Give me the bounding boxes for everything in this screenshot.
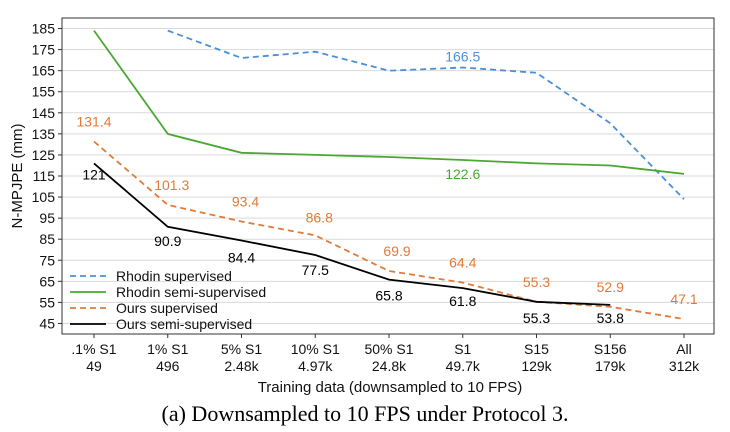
legend-label: Rhodin semi-supervised <box>116 284 266 300</box>
data-label: 90.9 <box>154 233 181 249</box>
data-label: 53.8 <box>597 310 624 326</box>
y-tick-label: 115 <box>33 168 56 184</box>
y-tick-label: 145 <box>32 105 56 121</box>
x-tick-label: All 312k <box>669 341 700 374</box>
series-lines <box>93 29 685 320</box>
data-label: 77.5 <box>302 262 329 278</box>
data-label: 47.1 <box>670 291 697 307</box>
data-label: 86.8 <box>306 209 333 225</box>
data-label: 101.3 <box>154 177 189 193</box>
data-label: 65.8 <box>375 288 402 304</box>
data-label: 84.4 <box>228 249 255 265</box>
chart: 455565758595105115125135145155165175185 … <box>9 17 715 396</box>
x-tick-label: 10% S1 4.97k <box>291 341 340 374</box>
x-tick-label: 1% S1 496 <box>147 341 188 374</box>
x-tick-label: S15 129k <box>521 341 552 374</box>
series-line <box>167 29 685 200</box>
y-axis-ticks: 45 55 65 75 85 95 105 115 125 135 145 155 165 175 185 <box>32 21 62 331</box>
y-tick-label: 135 <box>32 126 56 142</box>
y-tick-label: 125 <box>32 147 56 163</box>
x-tick-label: 50% S1 24.8k <box>364 341 413 374</box>
y-tick-label: 95 <box>39 210 55 226</box>
series-line <box>93 162 611 306</box>
plot-frame <box>61 17 715 335</box>
legend-label: Ours supervised <box>116 300 218 316</box>
data-label: 55.3 <box>523 310 550 326</box>
x-tick-label: S156 179k <box>594 341 627 374</box>
y-tick-label: 65 <box>39 273 55 289</box>
data-label: 61.8 <box>449 293 476 309</box>
y-tick-label: 45 <box>39 315 55 331</box>
data-labels: 166.5 122.6 131.4 101.3 93.4 86.8 69.9 64.4 55.3… <box>76 49 697 326</box>
legend-label: Ours semi-supervised <box>116 316 252 332</box>
y-tick-label: 105 <box>32 189 56 205</box>
y-tick-label: 165 <box>32 63 56 79</box>
x-axis-label: Training data (downsampled to 10 FPS) <box>258 379 523 396</box>
y-tick-label: 175 <box>32 42 56 58</box>
data-label: 52.9 <box>597 279 624 295</box>
gridlines <box>62 28 714 324</box>
x-axis-ticks: .1% S1 49 1% S1 496 5% S1 2.48k 10% S1 4.97k 50%… <box>71 334 700 374</box>
legend-label: Rhodin supervised <box>116 268 232 284</box>
data-label: 55.3 <box>523 274 550 290</box>
data-label: 166.5 <box>445 49 480 65</box>
x-tick-label: .1% S1 49 <box>71 341 116 374</box>
y-tick-label: 155 <box>32 84 56 100</box>
x-tick-label: S1 49.7k <box>446 341 481 374</box>
x-tick-label: 5% S1 2.48k <box>221 341 262 374</box>
data-label: 122.6 <box>445 166 480 182</box>
y-tick-label: 55 <box>39 294 55 310</box>
data-label: 131.4 <box>76 113 111 129</box>
y-tick-label: 185 <box>32 21 56 37</box>
series-line <box>93 140 685 320</box>
y-tick-label: 85 <box>39 231 55 247</box>
data-label: 93.4 <box>232 194 259 210</box>
data-label: 121 <box>82 166 106 182</box>
data-label: 64.4 <box>449 255 476 271</box>
figure-caption: (a) Downsampled to 10 FPS under Protocol… <box>161 401 569 426</box>
data-label: 69.9 <box>383 243 410 259</box>
y-tick-label: 75 <box>39 252 55 268</box>
y-axis-label: N-MPJPE (mm) <box>9 124 26 229</box>
series-line <box>93 30 685 175</box>
